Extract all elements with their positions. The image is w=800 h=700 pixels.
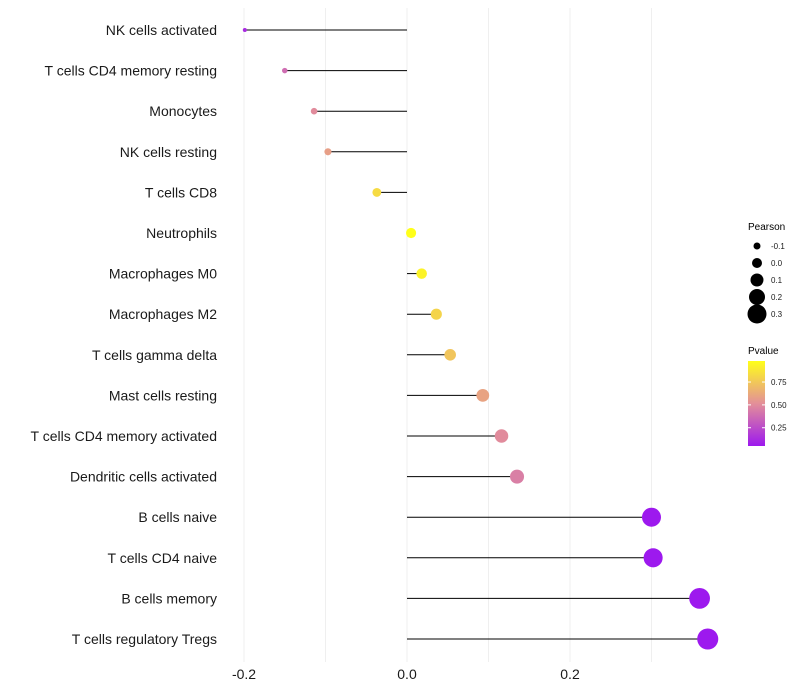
data-point [444,349,456,361]
colorbar-ticks: 0.75 0.50 0.25 [748,378,787,433]
data-point [406,227,417,239]
y-axis-label: T cells regulatory Tregs [72,631,217,647]
color-legend-title: Pvalue [748,346,779,357]
size-legend-key [750,273,764,287]
data-point [416,268,427,279]
y-axis-label: Monocytes [149,103,217,119]
size-legend-key [753,242,761,250]
data-point [282,67,288,74]
lollipop-dots [242,27,719,650]
x-tick-label: 0.2 [560,666,580,682]
data-point [494,429,509,443]
y-axis-label: Neutrophils [146,225,217,241]
size-legend-label: 0.3 [771,310,783,319]
y-axis-label: T cells CD4 naive [108,550,218,566]
colorbar-tick-label: 0.75 [771,378,787,387]
y-axis-label: Macrophages M0 [109,266,217,282]
y-axis-label: T cells CD4 memory resting [45,63,217,79]
lollipop-stems [244,29,708,640]
y-axis-label: T cells CD4 memory activated [31,428,217,444]
data-point [372,187,382,197]
data-point [697,628,719,650]
size-legend-key [747,304,767,324]
size-legend-label: 0.1 [771,276,783,285]
colorbar-tick-label: 0.50 [771,401,787,410]
size-legend-key [749,289,765,305]
grid-lines [243,8,652,662]
data-point [242,27,247,33]
y-axis-label: NK cells resting [120,144,217,160]
data-point [643,548,663,568]
size-legend-label: 0.0 [771,259,783,268]
size-legend-title: Pearson [748,222,785,233]
data-point [642,507,661,527]
data-point [324,148,332,156]
colorbar-tick-label: 0.25 [771,424,787,433]
size-legend-key [752,258,762,268]
y-axis-label: Mast cells resting [109,387,217,403]
y-axis-label: B cells memory [121,590,217,606]
y-axis-label: T cells CD8 [145,184,217,200]
y-axis-label: NK cells activated [106,22,217,38]
y-axis-label: Macrophages M2 [109,306,217,322]
x-axis-ticks: -0.2 0.0 0.2 [232,666,580,682]
size-legend-label: 0.2 [771,293,783,302]
size-legend-label: -0.1 [771,242,785,251]
data-point [689,588,710,609]
data-point [430,308,442,320]
y-axis-label: T cells gamma delta [92,347,217,363]
x-tick-label: 0.0 [397,666,417,682]
x-tick-label: -0.2 [232,666,256,682]
y-axis-label: Dendritic cells activated [70,469,217,485]
legend: Pearson -0.1 0.0 0.1 0.2 0.3 Pvalue 0.75 0.50… [747,222,787,446]
size-legend-items: -0.1 0.0 0.1 0.2 0.3 [747,242,785,324]
y-axis-label: B cells naive [138,509,217,525]
y-axis-labels: NK cells activated T cells CD4 memory res… [31,22,218,647]
data-point [510,469,525,484]
data-point [476,389,490,402]
data-point [310,107,318,115]
pvalue-colorbar [748,361,765,446]
